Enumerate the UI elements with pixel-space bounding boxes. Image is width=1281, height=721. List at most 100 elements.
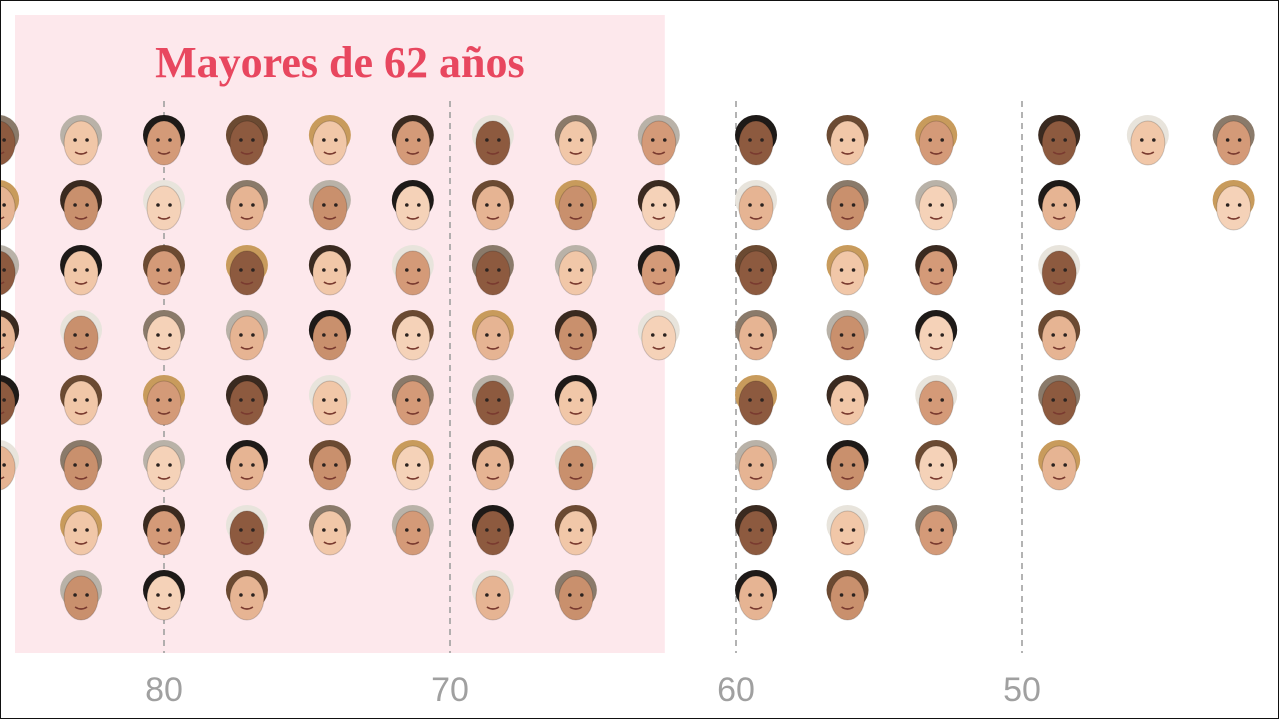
senator-face-marker — [554, 245, 597, 296]
senator-face-marker — [225, 310, 268, 361]
senator-face-marker — [735, 245, 778, 296]
senator-face-marker — [1212, 180, 1255, 231]
senator-face-marker — [143, 310, 185, 361]
senator-face-marker — [143, 180, 185, 231]
senator-face-marker — [1, 180, 20, 231]
senator-face-marker — [554, 375, 597, 426]
senator-face-marker — [1, 245, 20, 296]
senator-face-marker — [1038, 115, 1081, 166]
senator-face-marker — [308, 375, 351, 426]
senator-face-marker — [735, 440, 778, 491]
senator-face-marker — [471, 375, 514, 426]
senator-face-marker — [915, 245, 958, 296]
senator-face-marker — [637, 245, 680, 296]
senator-face-marker — [915, 505, 958, 556]
senator-face-marker — [391, 245, 434, 296]
senator-face-marker — [554, 505, 597, 556]
senator-face-marker — [637, 180, 680, 231]
senator-face-marker — [1126, 115, 1169, 166]
senator-face-marker — [554, 310, 597, 361]
senator-face-marker — [143, 440, 185, 491]
senator-face-marker — [915, 440, 958, 491]
senator-face-marker — [915, 115, 958, 166]
senator-face-marker — [391, 310, 434, 361]
senator-face-marker — [826, 375, 869, 426]
senator-face-marker — [60, 570, 103, 621]
senator-face-marker — [735, 375, 778, 426]
senator-face-marker — [1, 310, 20, 361]
senator-face-marker — [391, 115, 434, 166]
x-tick-label: 70 — [431, 671, 469, 709]
senator-face-marker — [1212, 115, 1255, 166]
senator-face-marker — [1, 440, 20, 491]
senator-face-marker — [60, 505, 103, 556]
senator-face-marker — [1, 375, 20, 426]
senator-face-marker — [391, 505, 434, 556]
senator-face-marker — [1, 115, 20, 166]
senator-face-marker — [60, 115, 103, 166]
senator-face-marker — [143, 570, 185, 621]
senator-face-marker — [826, 245, 869, 296]
x-axis-tick-labels: 908070605040 — [145, 671, 1041, 709]
senator-face-marker — [391, 180, 434, 231]
x-tick-label: 60 — [717, 671, 755, 709]
senator-face-marker — [471, 115, 514, 166]
senator-face-marker — [826, 310, 869, 361]
senator-face-marker — [60, 245, 103, 296]
senator-face-marker — [471, 570, 514, 621]
senator-face-marker — [915, 375, 958, 426]
senator-face-marker — [735, 310, 778, 361]
face-markers — [1, 115, 1255, 621]
senator-face-marker — [915, 310, 958, 361]
senator-face-marker — [143, 245, 185, 296]
senator-face-marker — [915, 180, 958, 231]
senator-face-marker — [554, 115, 597, 166]
senator-face-marker — [225, 245, 268, 296]
senator-face-marker — [225, 115, 268, 166]
senator-face-marker — [225, 180, 268, 231]
x-tick-label: 50 — [1003, 671, 1041, 709]
senator-face-marker — [225, 505, 268, 556]
senator-face-marker — [308, 440, 351, 491]
senator-face-marker — [308, 245, 351, 296]
senator-face-marker — [391, 440, 434, 491]
senator-face-marker — [308, 505, 351, 556]
senator-face-marker — [391, 375, 434, 426]
senator-face-marker — [308, 115, 351, 166]
senator-face-marker — [225, 570, 268, 621]
senator-face-marker — [471, 180, 514, 231]
senator-face-marker — [554, 440, 597, 491]
senator-face-marker — [1038, 245, 1081, 296]
senator-face-marker — [1038, 310, 1081, 361]
senator-face-marker — [554, 180, 597, 231]
senator-face-marker — [826, 440, 869, 491]
senator-face-marker — [1038, 180, 1081, 231]
senator-face-marker — [143, 115, 185, 166]
senator-face-marker — [471, 310, 514, 361]
senator-face-marker — [637, 115, 680, 166]
senator-face-marker — [1038, 375, 1081, 426]
senator-face-marker — [471, 505, 514, 556]
senator-face-marker — [471, 440, 514, 491]
senator-face-marker — [143, 375, 185, 426]
senator-face-marker — [826, 570, 869, 621]
senator-face-marker — [554, 570, 597, 621]
senator-face-marker — [60, 440, 103, 491]
senator-face-marker — [60, 375, 103, 426]
senator-face-marker — [60, 180, 103, 231]
senator-face-marker — [1038, 440, 1081, 491]
senator-face-marker — [735, 505, 778, 556]
senator-face-marker — [308, 310, 351, 361]
senator-face-marker — [471, 245, 514, 296]
senator-face-marker — [637, 310, 680, 361]
senator-face-marker — [735, 570, 778, 621]
chart-title: Mayores de 62 años — [155, 38, 525, 87]
senator-face-marker — [826, 180, 869, 231]
senator-face-marker — [143, 505, 185, 556]
senator-face-marker — [826, 115, 869, 166]
x-tick-label: 80 — [145, 671, 183, 709]
senator-face-marker — [225, 375, 268, 426]
senator-face-marker — [735, 180, 778, 231]
senator-face-marker — [826, 505, 869, 556]
